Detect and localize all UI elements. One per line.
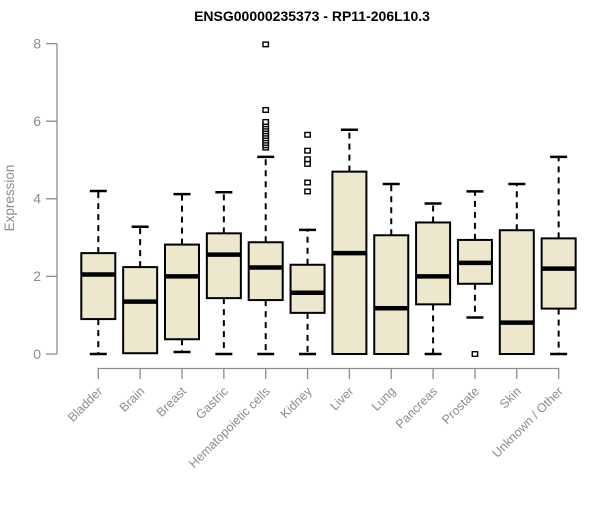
box-group	[247, 41, 284, 356]
y-tick-label: 6	[33, 113, 41, 129]
iqr-box	[415, 221, 452, 306]
outlier-point	[262, 106, 270, 113]
outlier-point	[304, 147, 311, 154]
box-group	[205, 190, 242, 356]
y-axis: 0 2 4 6 8	[33, 35, 58, 362]
box-group	[164, 192, 200, 354]
iqr-box	[331, 170, 368, 355]
x-tick-label: Lung	[369, 384, 399, 414]
iqr-box	[164, 243, 200, 341]
outlier-point	[304, 188, 311, 195]
x-tick-label: Bladder	[65, 384, 105, 424]
x-tick-label: Prostate	[439, 384, 482, 427]
box-group	[540, 155, 577, 356]
iqr-box	[122, 266, 159, 355]
y-tick-label: 8	[33, 35, 41, 51]
outlier-point	[304, 131, 311, 138]
iqr-box	[373, 234, 410, 355]
iqr-box	[247, 241, 284, 302]
iqr-box	[289, 263, 326, 314]
y-tick-label: 4	[33, 191, 41, 207]
outlier-point	[262, 41, 270, 48]
y-tick-label: 2	[33, 268, 41, 284]
box-group	[373, 182, 410, 355]
x-tick-label: Unknown / Other	[490, 384, 566, 460]
box-group	[456, 190, 493, 358]
iqr-box	[498, 229, 535, 355]
outlier-point	[262, 118, 270, 125]
y-axis-title: Expression	[2, 165, 17, 232]
x-tick-label: Skin	[497, 384, 524, 411]
box-group	[415, 202, 452, 356]
box-series	[80, 41, 577, 358]
x-tick-label: Gastric	[193, 384, 231, 422]
outlier-point	[304, 156, 311, 163]
outlier-point	[304, 179, 311, 186]
box-group	[331, 128, 368, 355]
x-tick-label: Pancreas	[393, 384, 440, 431]
box-group	[80, 189, 117, 356]
x-tick-label: Brain	[117, 384, 148, 415]
iqr-box	[205, 232, 242, 300]
box-group	[498, 182, 535, 355]
box-group	[289, 131, 326, 356]
x-tick-label: Breast	[154, 384, 190, 420]
x-tick-label: Liver	[327, 384, 356, 413]
iqr-box	[80, 252, 117, 321]
chart-title: ENSG00000235373 - RP11-206L10.3	[194, 8, 430, 24]
y-tick-label: 0	[33, 346, 41, 362]
outlier-point	[304, 160, 311, 167]
x-tick-label: Hematopoietic cells	[186, 384, 273, 471]
outlier-point	[471, 351, 479, 358]
x-tick-label: Kidney	[278, 384, 315, 421]
iqr-box	[540, 237, 577, 310]
box-group	[122, 225, 159, 355]
